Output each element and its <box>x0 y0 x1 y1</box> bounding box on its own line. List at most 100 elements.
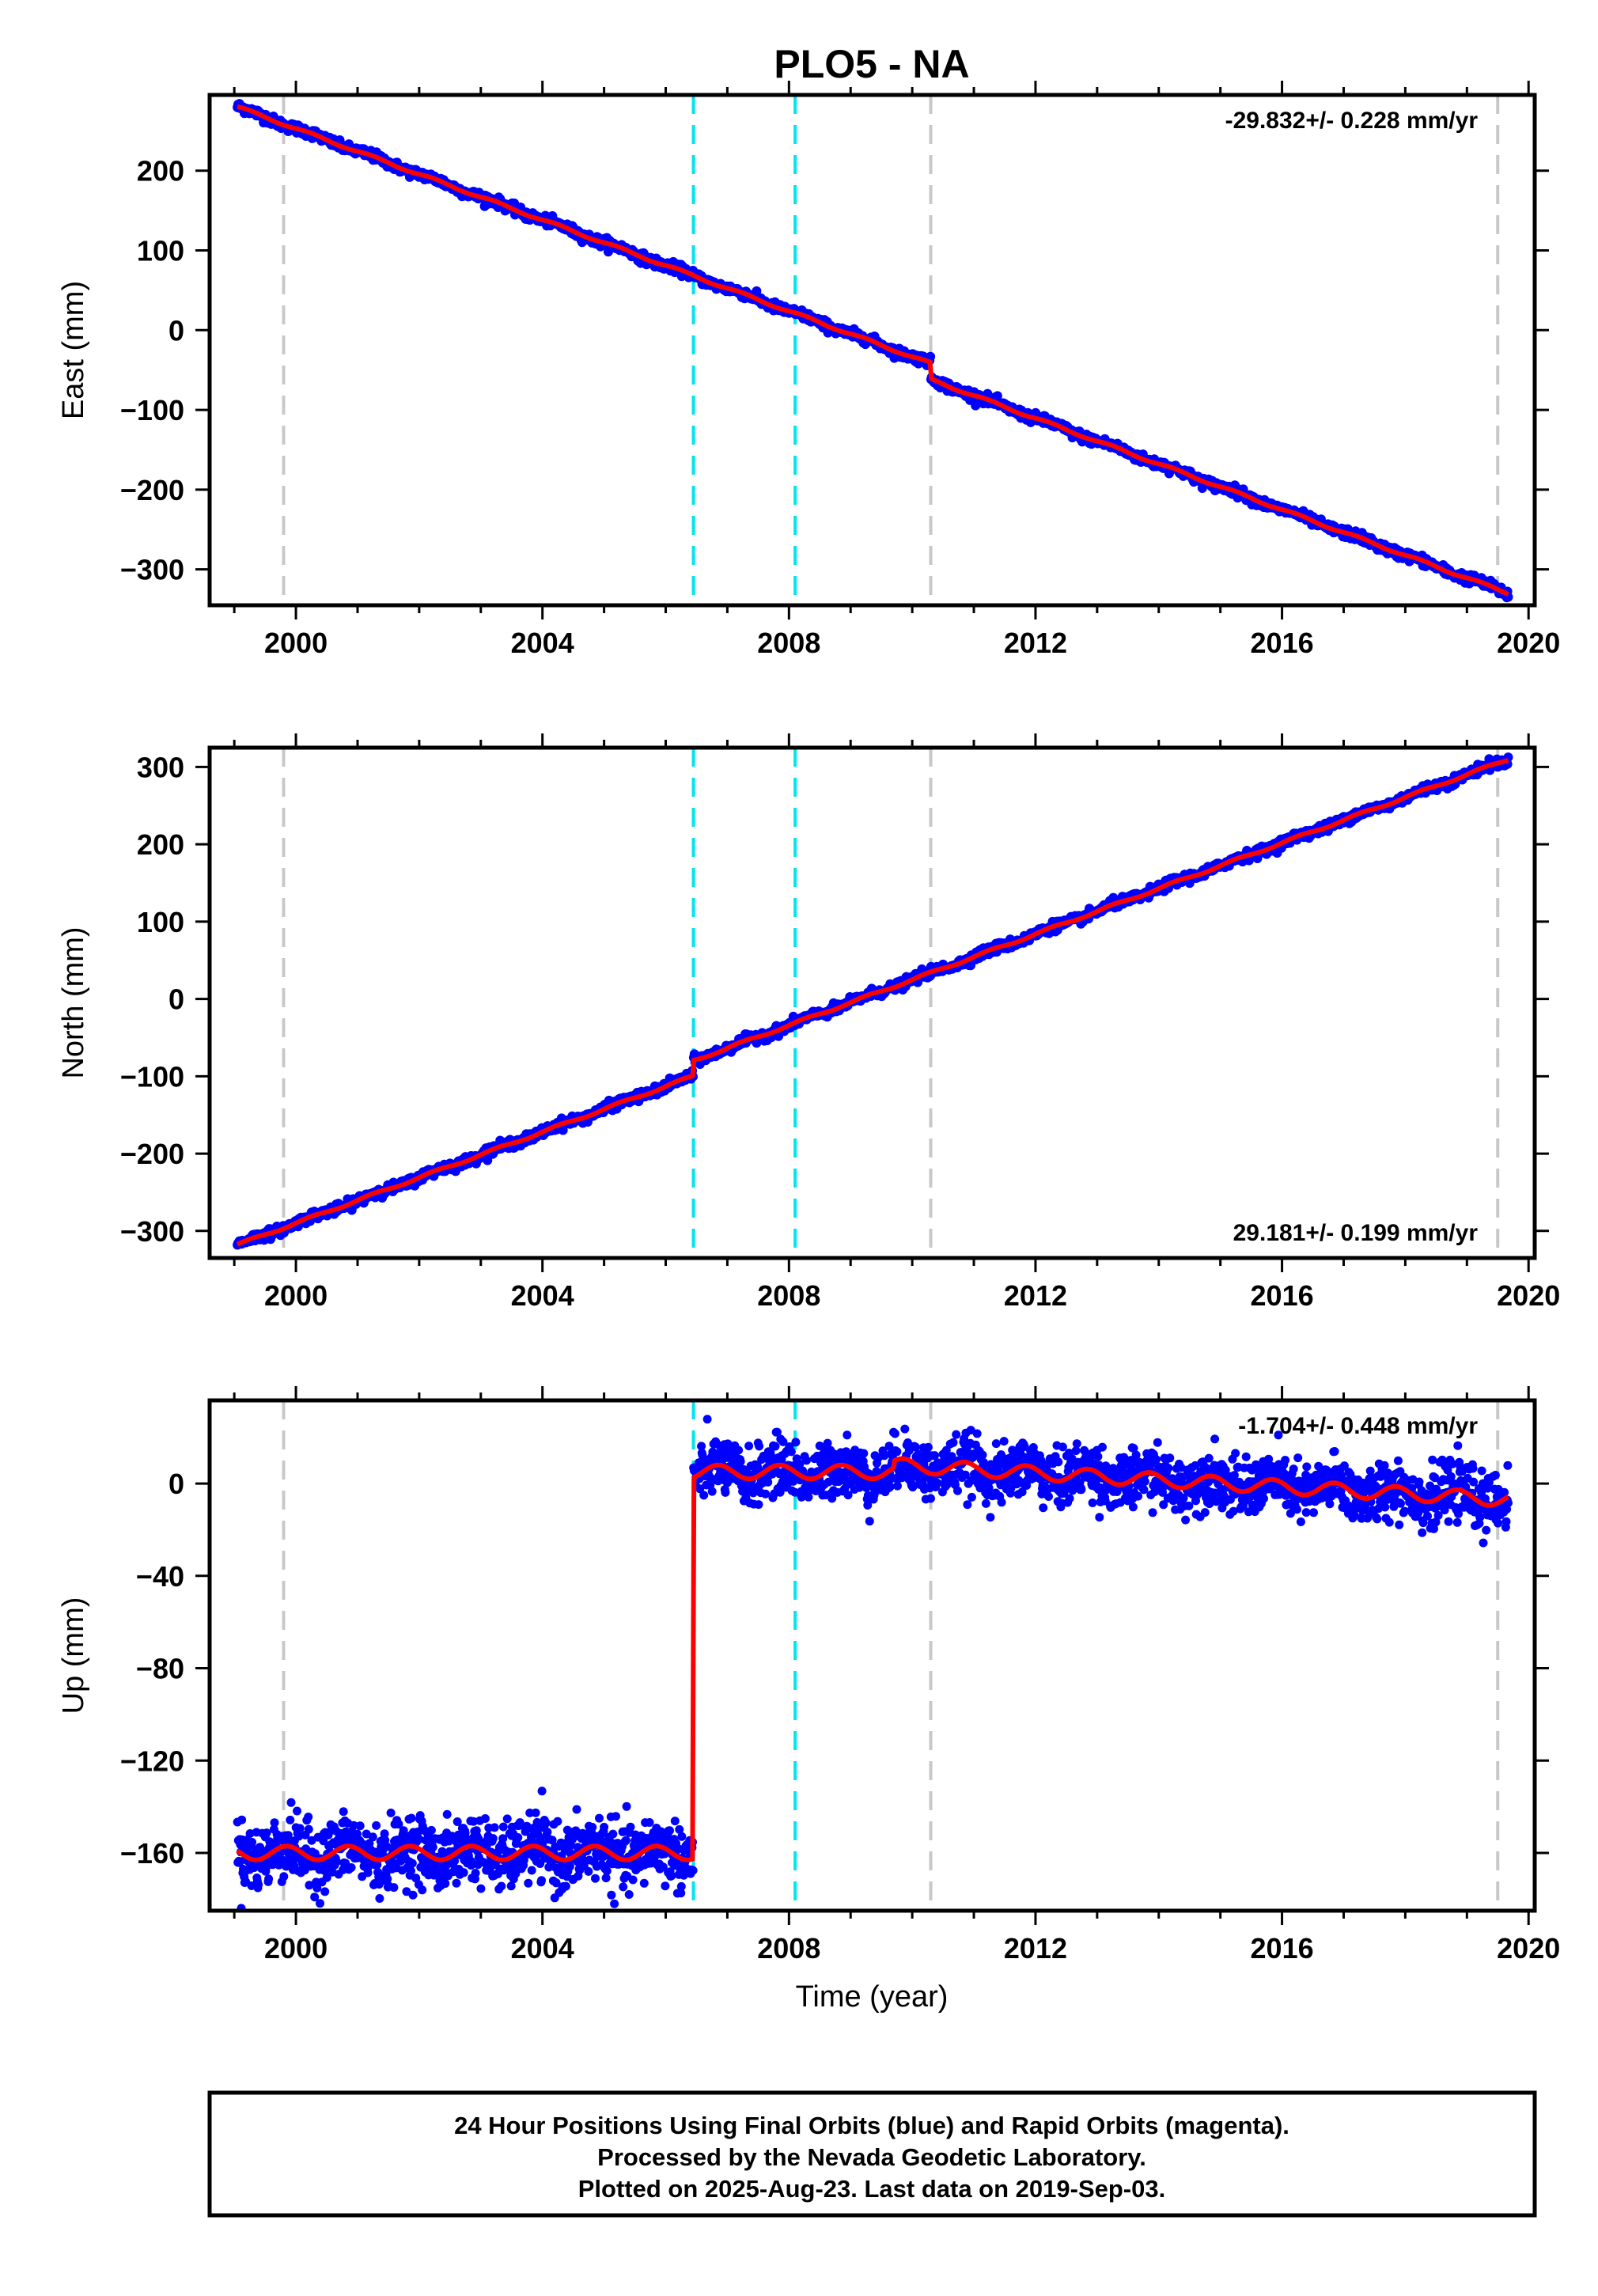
data-point <box>394 1820 403 1829</box>
data-point <box>702 1415 712 1424</box>
data-point <box>459 1868 468 1877</box>
data-point <box>353 1829 362 1839</box>
data-point <box>561 1881 570 1891</box>
data-point <box>721 1487 730 1497</box>
data-point <box>600 1822 609 1832</box>
data-point <box>607 1890 616 1900</box>
data-point <box>262 1828 271 1838</box>
x-tick-label: 2016 <box>1251 1279 1314 1312</box>
data-point <box>699 1491 709 1500</box>
data-point <box>511 1869 521 1878</box>
data-point <box>380 1829 389 1839</box>
y-axis-label: North (mm) <box>57 926 90 1078</box>
data-point <box>304 1824 313 1834</box>
data-point <box>386 1808 396 1817</box>
data-point <box>772 1427 782 1437</box>
data-point <box>304 1813 313 1821</box>
data-point <box>375 1894 384 1903</box>
data-point <box>407 1866 415 1876</box>
data-point <box>476 1884 486 1893</box>
data-point <box>622 1802 631 1811</box>
chart-title: PLO5 - NA <box>774 42 969 86</box>
rate-label: -29.832+/- 0.228 mm/yr <box>1225 108 1479 134</box>
data-point <box>418 1885 427 1895</box>
data-point <box>428 1843 437 1852</box>
y-tick-label: −200 <box>120 474 184 506</box>
data-point <box>339 1807 348 1817</box>
data-point <box>415 1835 424 1844</box>
data-point <box>688 1866 698 1875</box>
data-point <box>286 1815 295 1824</box>
y-tick-label: 300 <box>137 751 184 783</box>
data-point <box>823 1438 832 1448</box>
data-point <box>450 1856 459 1866</box>
data-point <box>453 1817 462 1826</box>
data-point <box>372 1821 381 1830</box>
data-point <box>761 1489 771 1498</box>
data-point <box>601 1874 611 1883</box>
data-point <box>755 1442 764 1451</box>
data-point <box>591 1874 600 1883</box>
data-point <box>588 1823 597 1832</box>
data-point <box>639 1878 649 1888</box>
plot-area-north <box>233 748 1513 1258</box>
data-point <box>305 1881 314 1890</box>
data-point <box>254 1880 263 1889</box>
x-tick-label: 2012 <box>1004 1279 1067 1312</box>
panel-border <box>207 93 1537 608</box>
data-point <box>697 1442 706 1451</box>
data-point <box>469 1817 479 1826</box>
data-point <box>513 1833 523 1842</box>
data-point <box>248 1838 257 1847</box>
data-point <box>778 1437 788 1446</box>
data-point <box>670 1817 680 1826</box>
data-point <box>531 1808 540 1817</box>
data-point <box>437 1847 447 1856</box>
data-point <box>320 1887 330 1896</box>
panels: 2000 2004 2008 2012 2016 2020−300−200−1000100… <box>57 81 1560 1964</box>
data-point <box>497 1881 506 1891</box>
data-point <box>802 1456 811 1465</box>
data-point <box>399 1826 408 1836</box>
plot-area-east <box>233 95 1513 605</box>
data-point <box>312 1883 322 1892</box>
data-point <box>490 1823 499 1832</box>
data-point <box>488 1834 498 1843</box>
y-tick-label: 200 <box>137 828 184 861</box>
data-point <box>645 1818 654 1827</box>
data-point <box>471 1869 480 1877</box>
y-axis-label: East (mm) <box>57 281 90 419</box>
data-point <box>502 1814 512 1824</box>
data-point <box>736 1457 745 1466</box>
model-line-east <box>237 104 1509 597</box>
x-tick-label: 2000 <box>264 1279 328 1312</box>
data-point <box>332 1857 341 1866</box>
data-point <box>541 1818 551 1828</box>
data-point <box>407 1858 417 1868</box>
data-point <box>310 1892 320 1902</box>
y-tick-label: −200 <box>120 1138 184 1170</box>
data-point <box>373 1860 382 1870</box>
data-point <box>543 1828 552 1836</box>
data-point <box>610 1899 619 1908</box>
data-point <box>426 1825 436 1835</box>
data-point <box>498 1822 508 1832</box>
data-point <box>619 1882 628 1892</box>
data-point <box>363 1868 373 1877</box>
x-tick-label: 2020 <box>1497 627 1560 659</box>
data-point <box>791 1438 801 1447</box>
panel-east: 2000 2004 2008 2012 2016 2020−300−200−1000100… <box>57 81 1560 659</box>
data-point <box>661 1881 670 1891</box>
data-point <box>667 1871 676 1881</box>
data-point <box>771 1442 780 1451</box>
panel-border <box>207 745 1537 1260</box>
data-point <box>707 1487 717 1496</box>
y-tick-label: −300 <box>120 554 184 586</box>
data-point <box>553 1817 562 1826</box>
data-point <box>628 1875 638 1885</box>
x-tick-label: 2000 <box>264 627 328 659</box>
data-point <box>480 1814 490 1823</box>
data-point <box>565 1862 574 1871</box>
x-tick-label: 2008 <box>757 1279 820 1312</box>
